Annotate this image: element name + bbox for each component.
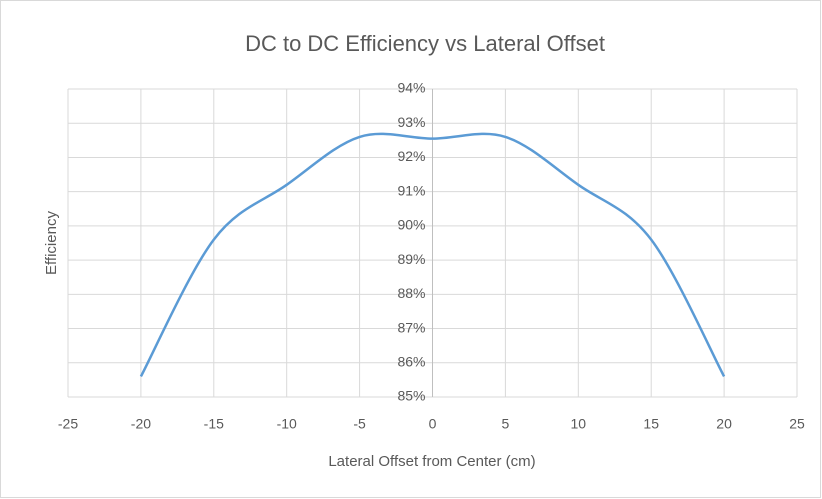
y-tick-label: 91% bbox=[397, 182, 425, 198]
y-tick-label: 88% bbox=[397, 285, 425, 301]
x-tick-label: -5 bbox=[353, 416, 366, 432]
y-tick-label: 89% bbox=[397, 251, 425, 267]
y-tick-label: 85% bbox=[397, 388, 425, 404]
x-tick-label: 0 bbox=[429, 416, 437, 432]
x-tick-label: -10 bbox=[277, 416, 297, 432]
x-tick-label: 5 bbox=[502, 416, 510, 432]
x-tick-label: 15 bbox=[643, 416, 659, 432]
y-tick-label: 87% bbox=[397, 319, 425, 335]
x-axis-title: Lateral Offset from Center (cm) bbox=[328, 453, 535, 470]
x-tick-label: -15 bbox=[204, 416, 224, 432]
y-tick-label: 93% bbox=[397, 114, 425, 130]
y-axis-title: Efficiency bbox=[43, 211, 60, 275]
x-tick-label: -25 bbox=[58, 416, 78, 432]
y-tick-label: 92% bbox=[397, 148, 425, 164]
x-tick-label: -20 bbox=[131, 416, 151, 432]
y-tick-label: 90% bbox=[397, 217, 425, 233]
x-tick-label: 20 bbox=[716, 416, 732, 432]
x-tick-label: 25 bbox=[789, 416, 805, 432]
x-tick-label: 10 bbox=[571, 416, 587, 432]
series-line bbox=[139, 132, 726, 378]
chart-title: DC to DC Efficiency vs Lateral Offset bbox=[245, 31, 605, 56]
y-tick-label: 94% bbox=[397, 80, 425, 96]
y-tick-label: 86% bbox=[397, 353, 425, 369]
